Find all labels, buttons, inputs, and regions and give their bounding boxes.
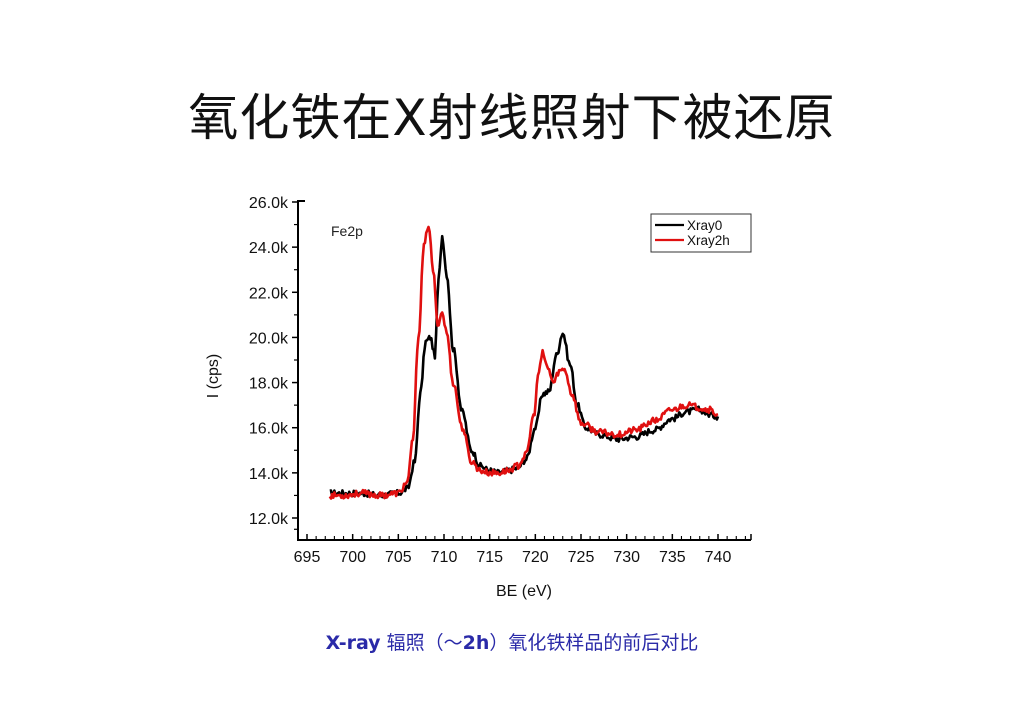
caption-duration: 2h: [462, 632, 490, 654]
slide-title: 氧化铁在X射线照射下被还原: [188, 89, 836, 147]
y-tick-label: 20.0k: [249, 330, 289, 347]
caption-prefix: X-ray: [325, 632, 381, 654]
x-tick-label: 730: [613, 549, 640, 566]
chart-annotation-fe2p: Fe2p: [331, 223, 363, 239]
x-tick-label: 720: [522, 549, 549, 566]
x-tick-label: 725: [568, 549, 595, 566]
x-tick-label: 705: [385, 549, 412, 566]
y-axis-label: I (cps): [205, 354, 222, 398]
x-tick-label: 710: [431, 549, 458, 566]
x-tick-label: 735: [659, 549, 686, 566]
legend-label-xray0: Xray0: [687, 218, 722, 233]
legend-box: [650, 213, 752, 253]
y-tick-label: 26.0k: [249, 195, 289, 212]
x-tick-label: 740: [705, 549, 732, 566]
x-axis-label: BE (eV): [496, 583, 552, 600]
y-tick-label: 12.0k: [249, 511, 289, 528]
x-tick-label: 695: [294, 549, 321, 566]
slide-caption: X-ray 辐照（～2h）氧化铁样品的前后对比: [0, 628, 1024, 655]
x-tick-label: 715: [476, 549, 503, 566]
chart-plot-area: [328, 225, 720, 500]
y-tick-label: 18.0k: [249, 376, 289, 393]
y-tick-label: 22.0k: [249, 285, 289, 302]
legend-label-xray2h: Xray2h: [687, 233, 730, 248]
y-tick-label: 16.0k: [249, 421, 289, 438]
chart-labels: 12.0k 14.0k 16.0k 18.0k 20.0k 22.0k 24.0k 26.0k…: [205, 195, 731, 600]
chart-axes: [292, 200, 752, 541]
y-tick-label: 14.0k: [249, 466, 289, 483]
x-tick-label: 700: [339, 549, 366, 566]
caption-suffix: ）氧化铁样品的前后对比: [489, 632, 699, 654]
caption-middle: 辐照（～: [380, 632, 463, 654]
y-tick-label: 24.0k: [249, 240, 289, 257]
series-xray2h-line: [328, 225, 719, 500]
